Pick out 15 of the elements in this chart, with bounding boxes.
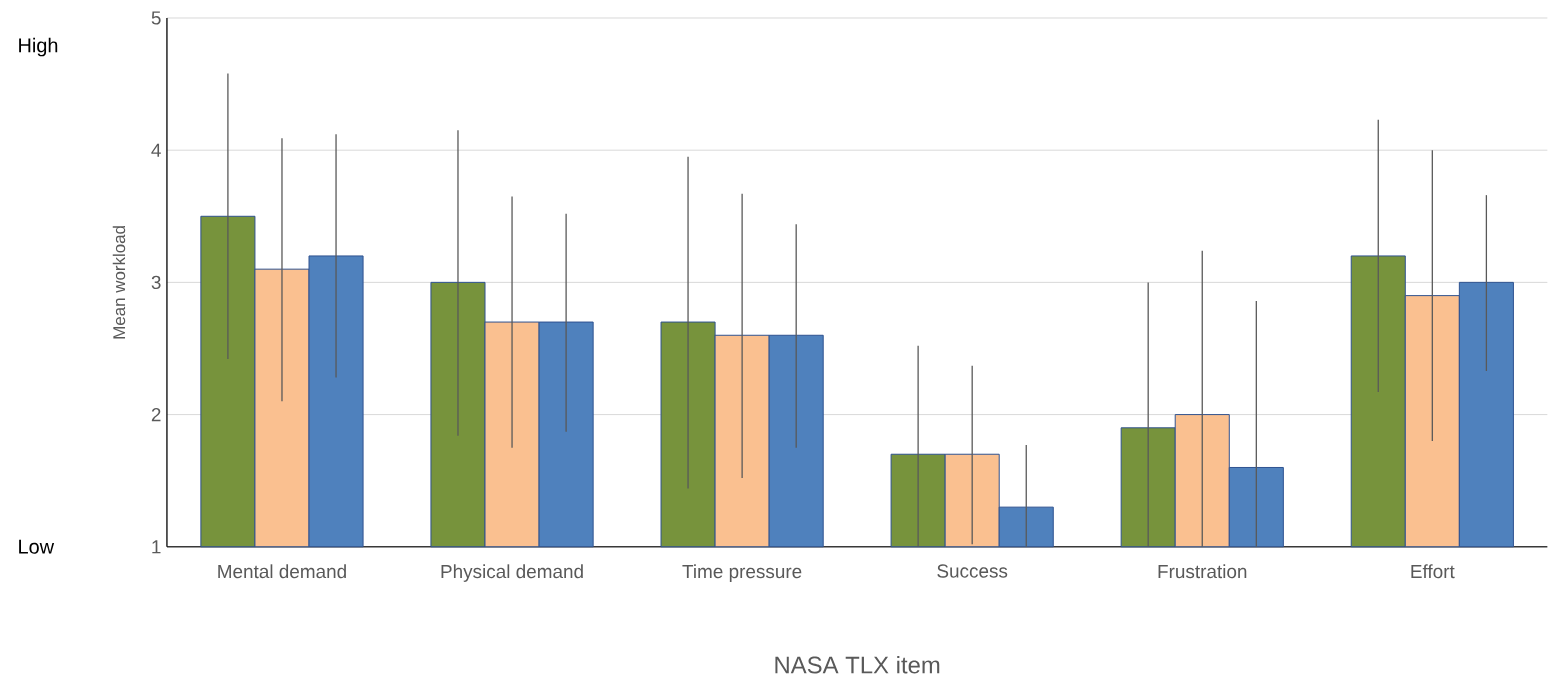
y-tick-label: 4 [151, 143, 161, 157]
x-tick-label: Mental demand [218, 564, 346, 579]
text: Low [19, 539, 55, 554]
y-tick-label: 5 [151, 11, 161, 25]
x-tick-label: Physical demand [441, 564, 583, 583]
x-tick-label: Frustration [1158, 564, 1247, 579]
x-tick-label: Time pressure [682, 564, 802, 583]
y-tick-label: 1 [152, 540, 161, 554]
y-tick-label: 2 [151, 408, 161, 422]
text: High [19, 37, 58, 57]
y-tick-label: 3 [151, 275, 161, 290]
x-tick-label: Success [937, 564, 1008, 578]
x-axis-title: NASA TLX item [775, 656, 940, 674]
x-tick-label: Effort [1411, 564, 1455, 579]
y-axis-title: Mean workload [112, 226, 126, 339]
